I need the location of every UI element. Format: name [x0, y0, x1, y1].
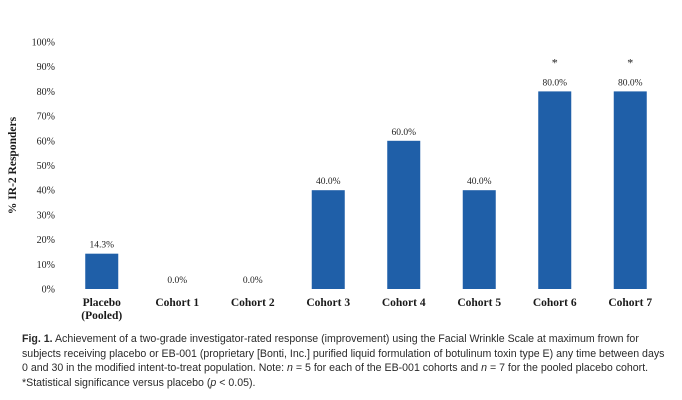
bar: [311, 190, 345, 289]
significance-marker: *: [552, 55, 558, 69]
category-label: Cohort 2: [231, 297, 275, 309]
bar: [538, 91, 572, 290]
y-axis-title: % IR-2 Responders: [7, 116, 19, 214]
y-tick-label: 30%: [37, 210, 55, 221]
category-label: Cohort 6: [533, 297, 577, 309]
category-label: Cohort 5: [457, 297, 501, 309]
category-label: Cohort 4: [382, 297, 426, 309]
y-tick-label: 10%: [37, 260, 55, 271]
figure-caption: Fig. 1. Achievement of a two-grade inves…: [22, 332, 668, 390]
y-tick-label: 60%: [37, 136, 55, 147]
bar: [613, 91, 647, 290]
bar: [85, 253, 119, 289]
caption-p: p: [210, 376, 217, 389]
category-label: (Pooled): [81, 310, 122, 322]
bar-chart: 0% 10% 20% 30% 40% 50% 60% 70% 80% 90% 100% 14.3% 0…: [7, 38, 652, 323]
y-tick-label: 90%: [37, 62, 55, 73]
y-tick-label: 20%: [37, 235, 55, 246]
data-label: 0.0%: [167, 276, 187, 286]
caption-n-2: n: [481, 362, 487, 375]
bar: [462, 190, 496, 289]
caption-text-4: < 0.05).: [216, 376, 256, 389]
significance-marker: *: [627, 55, 633, 69]
bars: 14.3% 0.0% 0.0% 40.0% 60.0% 40.0% 80.0% * 80.0% *: [85, 55, 647, 290]
y-tick-label: 100%: [32, 38, 55, 49]
y-tick-label: 80%: [37, 87, 55, 98]
category-labels: Placebo(Pooled) Cohort 1 Cohort 2 Cohort 3 C…: [81, 297, 652, 322]
data-label: 0.0%: [243, 276, 263, 286]
data-label: 40.0%: [316, 177, 341, 187]
caption-text-2: = 5 for each of the EB-001 cohorts and: [292, 362, 482, 375]
caption-text-1: Achievement of a two-grade investigator-…: [22, 333, 665, 375]
data-label: 14.3%: [89, 241, 114, 251]
y-axis-ticks: 0% 10% 20% 30% 40% 50% 60% 70% 80% 90% 100%: [32, 38, 55, 296]
y-tick-label: 70%: [37, 112, 55, 123]
data-label: 80.0%: [618, 78, 643, 88]
data-label: 80.0%: [542, 78, 567, 88]
caption-text-3: = 7 for the pooled placebo cohort. *Stat…: [22, 362, 649, 389]
data-label: 40.0%: [467, 177, 492, 187]
caption-label: Fig. 1.: [22, 333, 53, 345]
data-label: 60.0%: [391, 128, 416, 138]
y-tick-label: 0%: [42, 285, 55, 296]
category-label: Cohort 7: [608, 297, 652, 309]
category-label: Cohort 3: [306, 297, 350, 309]
category-label: Placebo: [83, 297, 122, 309]
y-tick-label: 50%: [37, 161, 55, 172]
bar: [387, 140, 421, 289]
category-label: Cohort 1: [155, 297, 199, 309]
caption-n-1: n: [287, 362, 293, 375]
y-tick-label: 40%: [37, 186, 55, 197]
